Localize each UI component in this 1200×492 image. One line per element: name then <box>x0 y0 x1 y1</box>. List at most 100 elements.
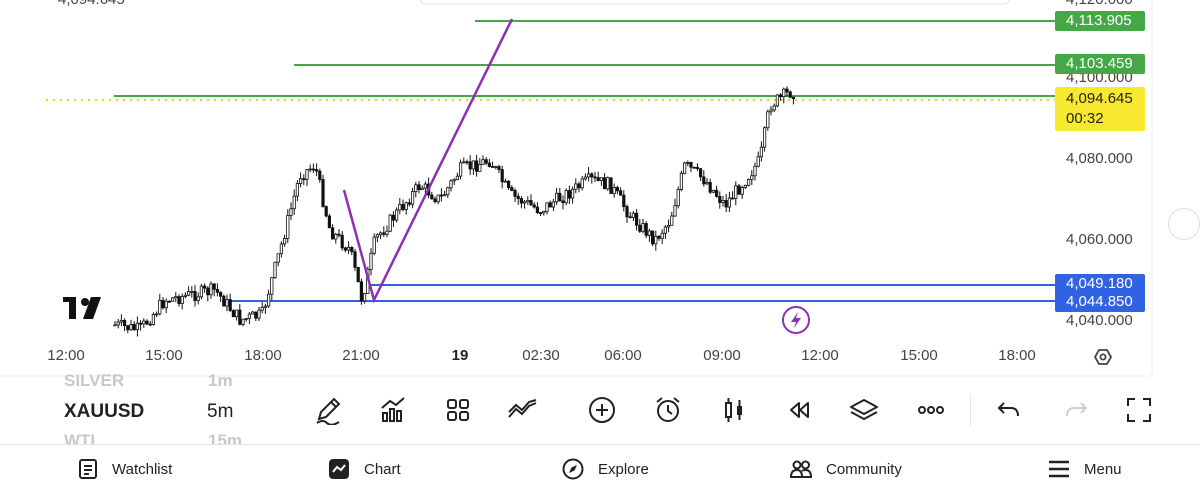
nav-menu[interactable]: Menu <box>1048 445 1122 492</box>
candle-body <box>753 165 757 177</box>
candle-body <box>551 201 556 208</box>
candle-body <box>686 162 690 164</box>
candle-body <box>327 215 332 229</box>
more-icon[interactable] <box>913 392 949 428</box>
candle-body <box>318 170 322 180</box>
redo-icon[interactable] <box>1058 392 1094 428</box>
candle-body <box>353 251 357 268</box>
candle-body <box>334 233 338 240</box>
candle-body <box>660 232 664 239</box>
candle-body <box>628 216 632 219</box>
candle-body <box>782 88 786 98</box>
candle-body <box>487 162 492 167</box>
candle-body <box>257 309 261 319</box>
symbol-name: XAUUSD <box>64 401 145 422</box>
candle-body <box>478 163 482 172</box>
candle-body <box>247 313 251 319</box>
candle-body <box>276 253 280 263</box>
candle-body <box>238 309 242 325</box>
green-line-2-label[interactable]: 4,103.459 <box>1055 54 1145 74</box>
toolbar-divider <box>970 394 971 426</box>
candle-body <box>391 214 396 221</box>
nav-explore[interactable]: Explore <box>562 445 649 492</box>
pencil-icon[interactable] <box>310 392 346 428</box>
candle-body <box>474 160 479 172</box>
candle-body <box>218 291 223 297</box>
candle-body <box>718 196 722 203</box>
alarm-icon[interactable] <box>650 392 686 428</box>
interval-selector[interactable]: 5m <box>207 401 233 423</box>
candle-body <box>241 318 245 325</box>
nav-chart[interactable]: Chart <box>328 445 401 492</box>
candle-body <box>138 322 143 325</box>
candle-body <box>772 105 776 111</box>
candle-body <box>174 296 178 299</box>
nav-watchlist[interactable]: Watchlist <box>78 445 172 492</box>
candle-body <box>785 88 789 93</box>
candle-body <box>455 175 460 181</box>
candle-body <box>372 236 376 254</box>
candle-body <box>683 162 687 174</box>
candle-body <box>555 192 559 203</box>
edge-handle[interactable] <box>1168 208 1200 240</box>
candle-body <box>452 179 456 182</box>
symbol-above[interactable]: SILVER 1m <box>64 371 233 390</box>
replay-icon[interactable] <box>781 392 817 428</box>
chart-icon <box>329 459 349 479</box>
grid-icon[interactable] <box>440 392 476 428</box>
time-axis-label: 15:00 <box>145 347 183 364</box>
candles-icon[interactable] <box>716 392 752 428</box>
indicators-icon[interactable] <box>375 392 411 428</box>
current-price-label[interactable]: 4,094.645 00:32 <box>1055 87 1145 131</box>
candle-body <box>750 175 754 180</box>
candle-body <box>731 197 735 200</box>
candle-body <box>209 283 213 296</box>
candle-body <box>526 200 530 203</box>
compare-icon[interactable] <box>505 392 541 428</box>
candle-body <box>234 309 239 318</box>
symbol-selector[interactable]: XAUUSD <box>64 401 144 423</box>
candle-body <box>615 187 620 192</box>
candle-body <box>177 296 181 304</box>
candle-body <box>542 210 546 214</box>
layers-icon[interactable] <box>846 392 882 428</box>
candle-body <box>481 159 485 165</box>
nav-watchlist-label: Watchlist <box>112 460 173 478</box>
candle-body <box>603 177 607 190</box>
candle-body <box>766 111 770 129</box>
candle-body <box>503 180 508 183</box>
candlestick-series <box>113 86 796 337</box>
candle-body <box>263 305 268 308</box>
candle-body <box>667 224 671 228</box>
candle-body <box>305 169 309 180</box>
price-chart[interactable] <box>0 0 1200 378</box>
candle-body <box>711 189 716 193</box>
candle-body <box>609 177 613 194</box>
candle-body <box>340 234 344 249</box>
candle-body <box>295 183 300 197</box>
candle-body <box>775 94 780 107</box>
blue-line-2-label[interactable]: 4,044.850 <box>1055 292 1145 312</box>
candle-body <box>398 204 402 211</box>
candle-body <box>142 320 146 325</box>
nav-community[interactable]: Community <box>790 445 902 492</box>
candle-body <box>462 161 466 164</box>
nav-community-label: Community <box>826 460 902 478</box>
add-icon[interactable] <box>584 392 620 428</box>
fullscreen-icon[interactable] <box>1121 392 1157 428</box>
time-axis-label: 19 <box>451 347 469 364</box>
candle-body <box>231 310 235 318</box>
candle-body <box>266 293 271 307</box>
candle-body <box>404 202 408 210</box>
candle-body <box>625 206 629 218</box>
candle-body <box>186 291 191 296</box>
candle-body <box>132 324 136 331</box>
menu-icon <box>1049 460 1069 478</box>
candle-body <box>635 212 639 226</box>
candle-body <box>385 230 389 235</box>
undo-icon[interactable] <box>991 392 1027 428</box>
blue-line-1-label[interactable]: 4,049.180 <box>1055 274 1145 294</box>
green-line-1-label[interactable]: 4,113.905 <box>1055 11 1145 31</box>
candle-body <box>170 297 175 302</box>
candle-body <box>129 324 133 331</box>
